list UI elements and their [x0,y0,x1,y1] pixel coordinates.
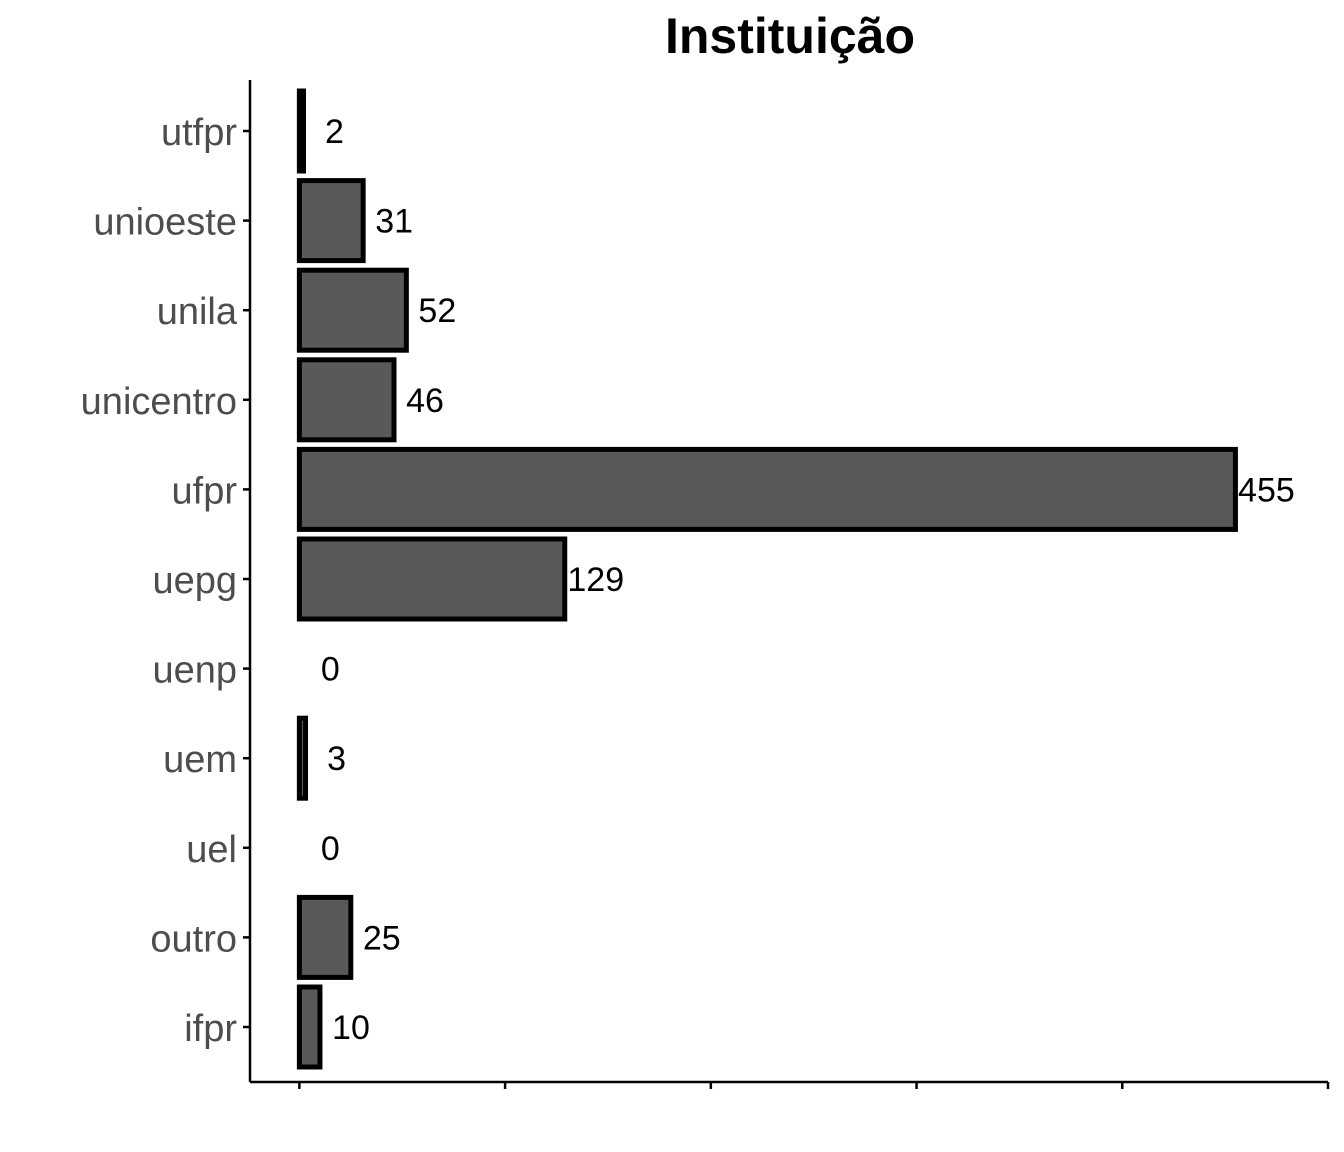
axes-layer: utfpr unioeste unila unicentro ufpr uepg uenp u… [81,80,1330,1089]
y-tick-label-unila: unila [157,291,238,333]
data-label-utfpr: 2 [325,113,344,151]
y-tick-label-outro: outro [150,918,237,960]
bar-unila [296,267,409,353]
data-label-uepg: 129 [567,561,624,599]
y-tick-label-ufpr: ufpr [172,470,238,512]
data-label-unila: 52 [418,292,456,330]
bar-ifpr [296,984,323,1070]
bar-unioeste [296,178,366,264]
y-tick-label-uepg: uepg [152,560,237,602]
bar-unicentro [296,357,397,443]
data-label-uenp: 0 [321,651,340,689]
bars-layer: 2 31 52 46 455 129 0 3 0 25 10 [296,88,1295,1070]
y-tick-label-uel: uel [186,829,237,871]
data-label-unicentro: 46 [406,382,444,420]
bar-uepg [296,536,568,622]
y-tick-label-uem: uem [163,739,237,781]
y-tick-label-utfpr: utfpr [161,112,237,154]
y-tick-label-uenp: uenp [152,650,237,692]
data-label-uem: 3 [327,740,346,778]
chart-title: Instituição [665,8,915,64]
y-tick-label-ifpr: ifpr [184,1008,237,1050]
bar-ufpr [296,446,1238,532]
bar-uem [296,715,309,801]
bar-outro [296,894,354,980]
data-label-ifpr: 10 [332,1009,370,1047]
data-label-outro: 25 [363,919,401,957]
data-label-unioeste: 31 [375,203,413,241]
bar-utfpr [296,88,306,174]
data-label-ufpr: 455 [1238,471,1295,509]
data-label-uel: 0 [321,830,340,868]
y-tick-label-unicentro: unicentro [81,381,237,423]
y-tick-label-unioeste: unioeste [93,202,237,244]
